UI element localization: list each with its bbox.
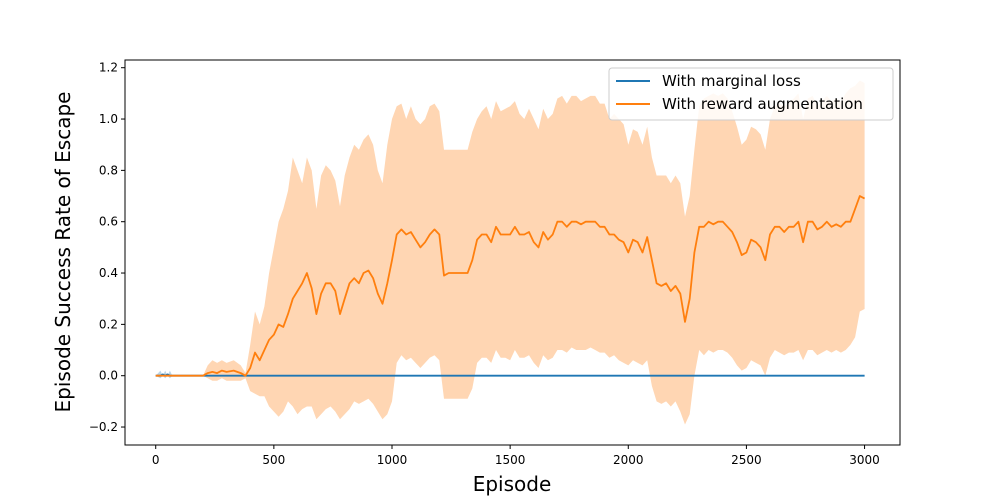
y-tick-label: 0.4 (99, 266, 118, 280)
x-axis-label: Episode (473, 472, 552, 496)
legend-label-reward-augmentation: With reward augmentation (662, 95, 863, 113)
y-tick-label: 0.2 (99, 317, 118, 331)
y-tick-label: 0.0 (99, 369, 118, 383)
y-tick-label: 1.2 (99, 61, 118, 75)
x-tick-label: 2500 (731, 453, 762, 467)
y-tick-label: −0.2 (89, 420, 118, 434)
series-lines (155, 195, 866, 377)
y-axis-ticks: −0.2 0.0 0.2 0.4 0.6 0.8 1.0 1.2 (89, 61, 125, 434)
y-tick-label: 0.8 (99, 163, 118, 177)
x-tick-label: 0 (152, 453, 160, 467)
x-tick-label: 2000 (613, 453, 644, 467)
legend-label-marginal-loss: With marginal loss (662, 72, 801, 90)
plot-frame (124, 59, 901, 446)
x-tick-label: 500 (262, 453, 285, 467)
legend: With marginal loss With reward augmentat… (608, 67, 894, 121)
y-axis-label: Episode Success Rate of Escape (51, 92, 75, 413)
y-tick-label: 1.0 (99, 112, 118, 126)
line-with-reward-augmentation (155, 195, 866, 377)
x-tick-label: 1000 (377, 453, 408, 467)
confidence-bands (155, 80, 865, 425)
x-axis-ticks: 0 500 1000 1500 2000 2500 3000 (152, 445, 880, 467)
band-with-reward-augmentation (155, 80, 865, 425)
y-tick-label: 0.6 (99, 215, 118, 229)
legend-box (608, 67, 894, 121)
x-tick-label: 3000 (849, 453, 880, 467)
x-tick-label: 1500 (495, 453, 526, 467)
